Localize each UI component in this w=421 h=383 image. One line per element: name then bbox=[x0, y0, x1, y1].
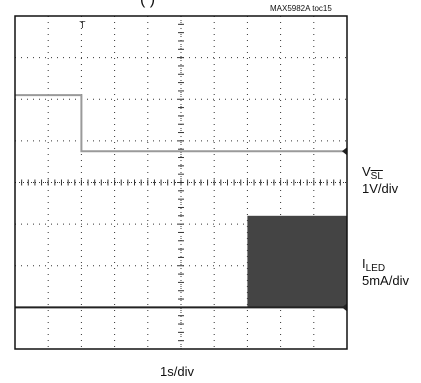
channel-1-subscript: SL bbox=[370, 171, 383, 182]
plot-frame bbox=[14, 15, 348, 350]
channel-1-ground-marker bbox=[342, 147, 347, 156]
channel-2-subscript: LED bbox=[365, 263, 386, 274]
channel-2-scale: 5mA/div bbox=[362, 273, 409, 288]
channel-1-scale: 1V/div bbox=[362, 181, 399, 196]
trigger-marker: T bbox=[79, 20, 85, 31]
header-partial: ( ) bbox=[140, 0, 155, 9]
traces bbox=[15, 94, 347, 312]
channel-2-ground-marker bbox=[342, 303, 347, 312]
figure-code: MAX5982A toc15 bbox=[270, 4, 332, 13]
channel-2-name: I bbox=[362, 256, 366, 271]
x-axis-label: 1s/div bbox=[160, 364, 194, 379]
channel-1-label: VSL bbox=[362, 164, 383, 184]
channel-1-trace bbox=[15, 94, 347, 153]
channel-2-label: ILED bbox=[362, 256, 385, 276]
channel-2-pwm-fill bbox=[247, 215, 347, 308]
channel-1-name: V bbox=[362, 164, 371, 179]
